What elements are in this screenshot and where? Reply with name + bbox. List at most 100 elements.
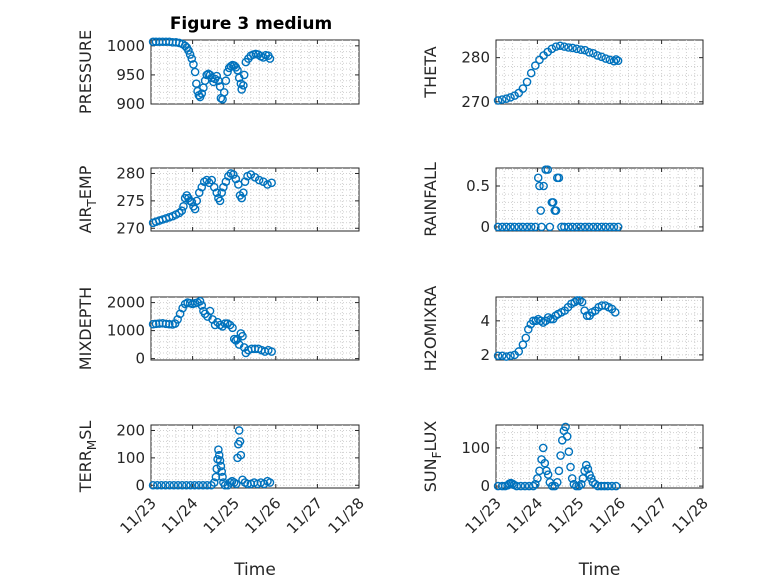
data-point bbox=[539, 181, 548, 191]
y-tick-label: 270 bbox=[461, 93, 490, 111]
y-tick-label: 0.5 bbox=[466, 177, 490, 195]
data-point bbox=[580, 222, 590, 232]
data-point bbox=[601, 54, 611, 63]
y-axis-label: RAINFALL bbox=[421, 162, 440, 237]
x-tick-label: 11/26 bbox=[241, 494, 284, 537]
data-point bbox=[497, 351, 507, 361]
data-point bbox=[229, 478, 239, 487]
x-tick-label: 11/23 bbox=[462, 494, 505, 537]
data-point bbox=[578, 474, 588, 483]
data-point bbox=[190, 480, 199, 490]
data-point bbox=[231, 479, 241, 489]
data-point bbox=[217, 188, 227, 197]
data-point bbox=[229, 170, 238, 179]
y-tick-label: 100 bbox=[116, 449, 145, 467]
data-point bbox=[239, 81, 248, 90]
data-point bbox=[562, 432, 572, 441]
axes-air_temp: 270 275 280 AIRTEMP bbox=[76, 164, 360, 237]
data-point bbox=[514, 222, 524, 232]
y-tick-label: 275 bbox=[116, 192, 145, 210]
data-point bbox=[605, 55, 615, 65]
data-point bbox=[576, 45, 586, 55]
data-point bbox=[228, 323, 237, 333]
x-tick-label: 11/23 bbox=[117, 494, 160, 537]
data-point bbox=[238, 475, 247, 485]
data-point bbox=[239, 188, 248, 197]
y-tick-label: 4 bbox=[480, 312, 490, 330]
y-tick-label: 0 bbox=[480, 477, 490, 495]
data-point bbox=[567, 474, 577, 483]
data-point bbox=[506, 222, 515, 232]
data-point bbox=[215, 456, 225, 465]
data-point bbox=[152, 480, 162, 490]
y-tick-label: 900 bbox=[116, 95, 145, 113]
data-point bbox=[165, 480, 175, 490]
data-point bbox=[522, 222, 532, 232]
x-axis-label: Time bbox=[233, 560, 276, 580]
data-point bbox=[169, 480, 179, 490]
y-axis-label: PRESSURE bbox=[76, 30, 95, 114]
data-point bbox=[584, 48, 594, 57]
data-point bbox=[531, 222, 540, 232]
data-point bbox=[510, 222, 519, 232]
plot-area bbox=[150, 424, 360, 489]
data-point bbox=[197, 301, 207, 310]
data-point bbox=[220, 319, 230, 328]
data-point bbox=[547, 44, 557, 54]
y-axis-label: AIRTEMP bbox=[76, 165, 99, 233]
data-point bbox=[190, 204, 200, 214]
data-point bbox=[205, 306, 215, 316]
data-point bbox=[518, 340, 528, 349]
data-point bbox=[552, 477, 562, 487]
data-point bbox=[506, 93, 515, 102]
y-tick-label: 280 bbox=[116, 164, 145, 182]
data-point bbox=[574, 481, 584, 491]
data-point bbox=[148, 37, 158, 47]
data-point bbox=[161, 480, 170, 490]
data-point bbox=[537, 222, 546, 232]
data-point bbox=[609, 56, 619, 66]
data-point bbox=[190, 67, 200, 77]
data-point bbox=[523, 325, 533, 334]
data-point bbox=[564, 222, 573, 232]
data-point bbox=[588, 48, 598, 58]
data-point bbox=[551, 42, 561, 51]
y-tick-label: 280 bbox=[461, 49, 490, 67]
data-point bbox=[603, 481, 613, 491]
data-point bbox=[267, 178, 276, 188]
data-point bbox=[207, 175, 217, 185]
data-point bbox=[516, 481, 526, 491]
data-point bbox=[560, 222, 569, 232]
data-point bbox=[148, 480, 158, 490]
series-markers bbox=[493, 422, 621, 491]
data-point bbox=[568, 222, 577, 232]
series-markers bbox=[493, 41, 623, 105]
data-point bbox=[528, 481, 538, 491]
data-point bbox=[551, 206, 561, 215]
y-tick-label: 270 bbox=[116, 219, 145, 237]
data-point bbox=[218, 472, 227, 482]
axes-h2omixra: 2 4 H2OMIXRA bbox=[421, 286, 704, 371]
data-point bbox=[554, 173, 564, 183]
data-point bbox=[583, 464, 593, 474]
axes-theta: 270 280 THETA bbox=[421, 39, 704, 111]
data-point bbox=[214, 445, 223, 454]
data-point bbox=[202, 175, 212, 185]
x-axis-label: Time bbox=[578, 560, 621, 580]
data-point bbox=[237, 193, 246, 203]
data-point bbox=[531, 479, 540, 489]
y-tick-label: 100 bbox=[461, 439, 490, 457]
data-point bbox=[209, 478, 219, 487]
data-point bbox=[556, 451, 565, 460]
data-point bbox=[533, 173, 543, 183]
data-point bbox=[561, 422, 570, 432]
data-point bbox=[605, 222, 615, 232]
data-point bbox=[572, 44, 582, 54]
data-point bbox=[225, 478, 235, 487]
data-point bbox=[229, 334, 239, 344]
data-point bbox=[580, 45, 590, 55]
axes-mixdepth: 0 1000 2000 MIXDEPTH bbox=[76, 287, 360, 370]
